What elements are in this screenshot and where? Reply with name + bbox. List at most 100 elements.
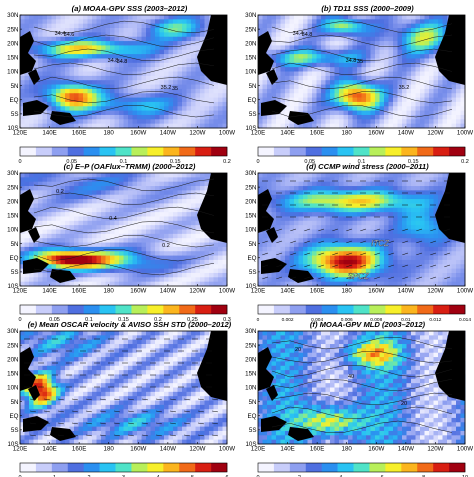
heatmap-cell: [285, 229, 290, 235]
heatmap-cell: [191, 123, 196, 129]
heatmap-cell: [262, 277, 268, 283]
heatmap-cell: [38, 75, 43, 81]
heatmap-cell: [406, 49, 412, 55]
heatmap-cell: [182, 190, 187, 196]
heatmap-cell: [312, 97, 317, 103]
heatmap-cell: [182, 225, 187, 230]
heatmap-cell: [370, 194, 376, 200]
heatmap-cell: [348, 45, 353, 51]
heatmap-cell: [195, 225, 201, 230]
heatmap-cell: [348, 281, 353, 287]
heatmap-cell: [438, 80, 443, 85]
heatmap-cell: [177, 264, 183, 270]
heatmap-cell: [375, 32, 380, 38]
heatmap-cell: [65, 194, 70, 200]
heatmap-cell: [267, 272, 272, 278]
heatmap-cell: [128, 84, 133, 90]
land-mask: [258, 15, 465, 125]
heatmap-cell: [177, 80, 183, 85]
heatmap-cell: [348, 80, 353, 85]
heatmap-cell: [51, 255, 57, 261]
heatmap-cell: [33, 212, 39, 217]
heatmap-cell: [182, 97, 187, 103]
heatmap-cell: [195, 238, 201, 243]
heatmap-cell: [110, 229, 115, 235]
heatmap-cell: [164, 67, 169, 72]
heatmap-cell: [101, 199, 106, 204]
heatmap-cell: [276, 49, 281, 55]
heatmap-cell: [433, 110, 439, 116]
heatmap-cell: [38, 80, 43, 85]
heatmap-cell: [357, 84, 362, 90]
heatmap-cell: [420, 84, 425, 90]
heatmap-cell: [366, 75, 371, 81]
heatmap-cell: [24, 19, 30, 25]
heatmap-cell: [146, 106, 151, 112]
heatmap-cell: [186, 264, 192, 270]
heatmap-cell: [352, 225, 358, 230]
heatmap-cell: [307, 123, 313, 129]
heatmap-cell: [366, 97, 371, 103]
heatmap-cell: [397, 212, 403, 217]
heatmap-cell: [159, 101, 165, 107]
heatmap-cell: [96, 246, 102, 252]
heatmap-cell: [182, 220, 187, 226]
heatmap-cell: [137, 177, 142, 183]
heatmap-cell: [271, 181, 277, 187]
heatmap-cell: [348, 119, 353, 125]
heatmap-cell: [334, 32, 340, 38]
heatmap-cell: [119, 84, 124, 90]
heatmap-cell: [370, 281, 376, 287]
heatmap-cell: [186, 225, 192, 230]
heatmap-cell: [155, 264, 160, 270]
heatmap-cell: [276, 229, 281, 235]
heatmap-cell: [110, 45, 115, 51]
heatmap-cell: [330, 106, 335, 112]
heatmap-cell: [195, 246, 201, 252]
heatmap-field: [20, 15, 228, 129]
heatmap-cell: [348, 23, 353, 29]
heatmap-cell: [294, 246, 299, 252]
heatmap-cell: [56, 264, 61, 270]
heatmap-cell: [146, 186, 151, 191]
heatmap-cell: [29, 84, 34, 90]
heatmap-cell: [402, 181, 407, 187]
heatmap-cell: [114, 268, 120, 274]
heatmap-cell: [182, 173, 187, 178]
heatmap-cell: [271, 19, 277, 25]
heatmap-cell: [339, 15, 344, 20]
heatmap-cell: [285, 67, 290, 72]
heatmap-cell: [402, 246, 407, 252]
heatmap-cell: [137, 15, 142, 20]
heatmap-cell: [285, 71, 290, 77]
heatmap-cell: [370, 181, 376, 187]
heatmap-cell: [384, 19, 389, 25]
heatmap-cell: [42, 58, 48, 64]
heatmap-cell: [294, 212, 299, 217]
heatmap-cell: [164, 259, 169, 265]
heatmap-cell: [285, 15, 290, 20]
heatmap-cell: [316, 41, 322, 46]
heatmap-cell: [173, 190, 178, 196]
heatmap-cell: [128, 203, 133, 209]
heatmap-cell: [177, 225, 183, 230]
heatmap-cell: [38, 114, 43, 120]
heatmap-cell: [29, 80, 34, 85]
heatmap-cell: [173, 181, 178, 187]
heatmap-cell: [209, 246, 214, 252]
heatmap-cell: [114, 246, 120, 252]
heatmap-cell: [155, 272, 160, 278]
heatmap-cell: [303, 216, 308, 222]
heatmap-cell: [361, 49, 367, 55]
heatmap-cell: [204, 242, 210, 248]
heatmap-cell: [330, 114, 335, 120]
heatmap-cell: [213, 80, 219, 85]
heatmap-cell: [276, 62, 281, 68]
heatmap-cell: [114, 71, 120, 77]
heatmap-cell: [271, 272, 277, 278]
heatmap-cell: [87, 251, 93, 256]
heatmap-cell: [361, 75, 367, 81]
heatmap-cell: [191, 36, 196, 42]
heatmap-cell: [114, 199, 120, 204]
heatmap-cell: [429, 123, 434, 129]
